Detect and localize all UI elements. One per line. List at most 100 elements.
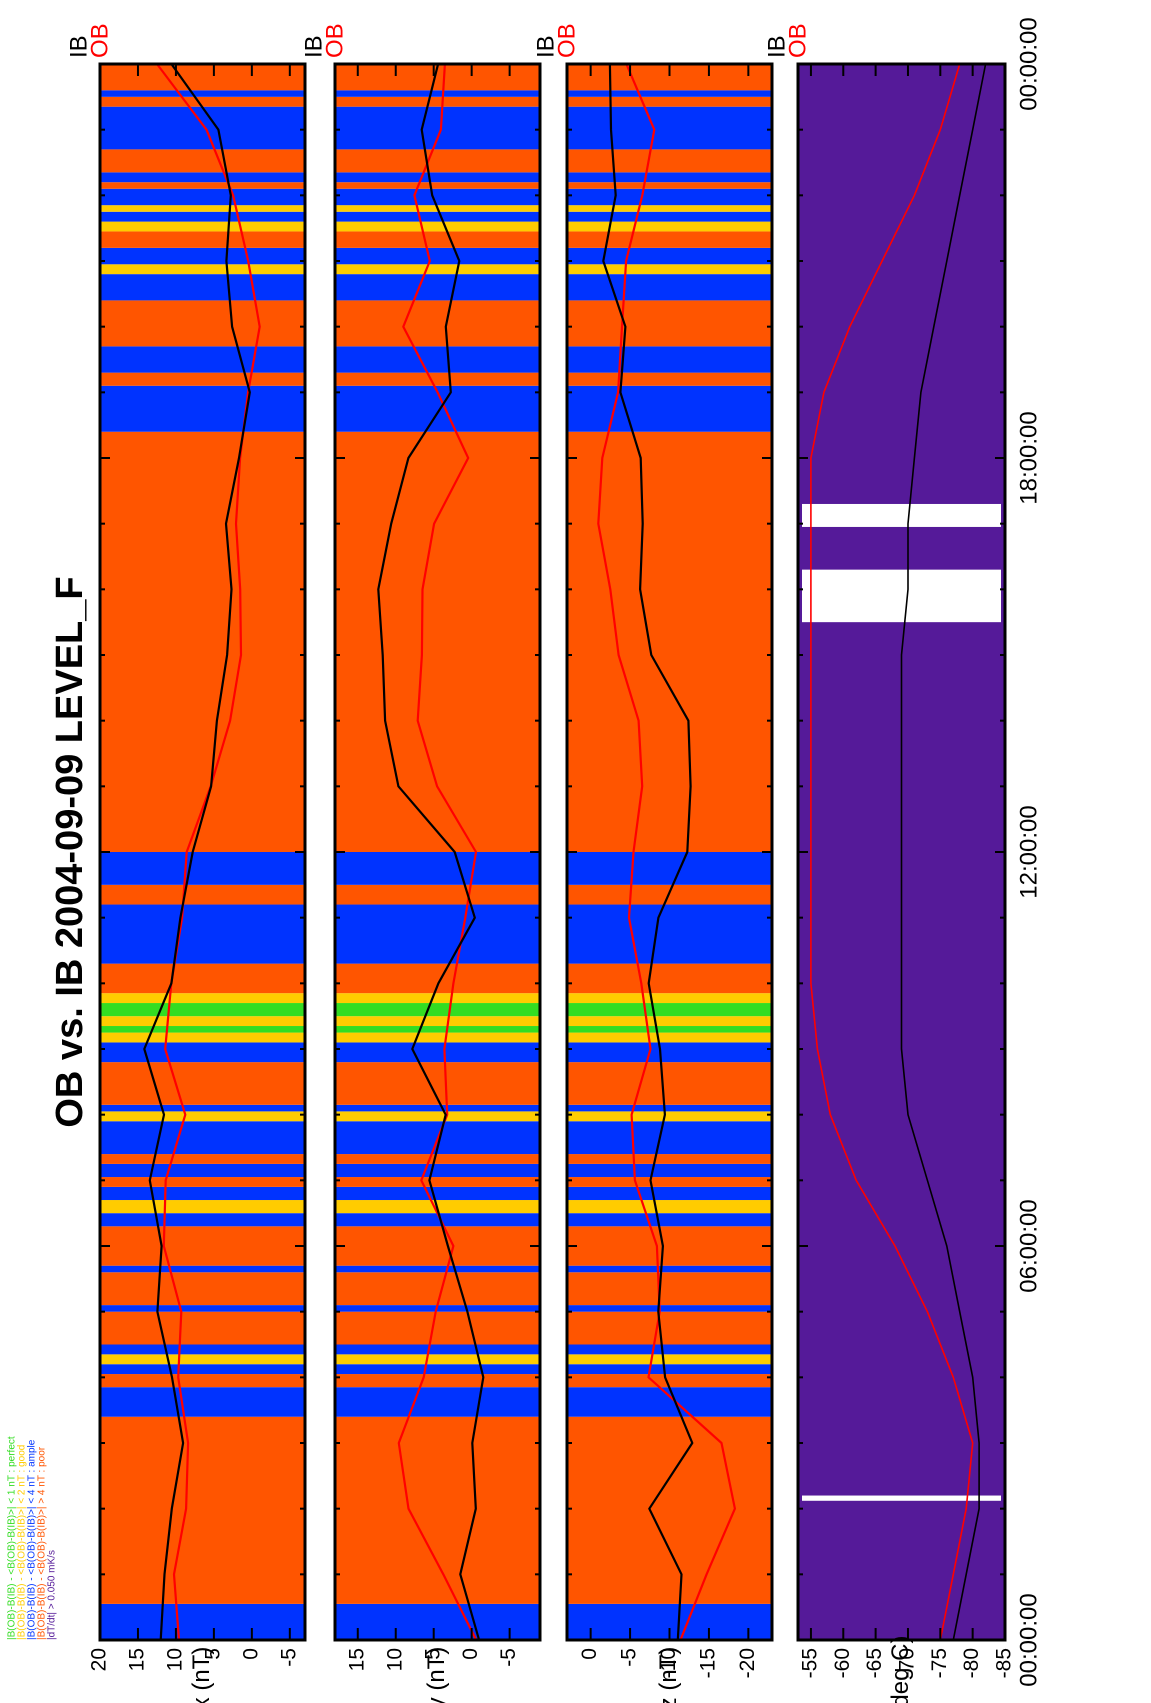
quality-band [100,1042,305,1063]
time-tick-label: 00:00:00 [1015,17,1042,110]
quality-band [100,1226,305,1266]
quality-band [567,1344,772,1355]
quality-band [100,385,305,432]
quality-band [335,172,540,183]
quality-band [335,1042,540,1063]
quality-band [335,96,540,107]
quality-band [100,884,305,905]
ob-series-line [156,63,261,1641]
value-tick-label: 10 [163,1648,186,1671]
quality-band [100,1354,305,1365]
legend-entry-dtdt: |dT/dt| > 0.050 mK/s [47,1550,58,1640]
quality-band [335,182,540,189]
quality-band [100,64,305,91]
quality-band [567,300,772,347]
value-tick-label: 0 [459,1648,482,1660]
quality-band [567,221,772,232]
quality-band [100,1364,305,1375]
value-tick-label: -85 [993,1648,1016,1678]
value-tick-label: -70 [896,1648,919,1678]
quality-band [567,1026,772,1033]
quality-band [100,852,305,885]
quality-band [100,172,305,183]
value-tick-label: 10 [383,1648,406,1671]
quality-band [100,300,305,347]
quality-band [567,149,772,173]
quality-band [567,852,772,885]
quality-band [567,1200,772,1214]
quality-band [567,182,772,189]
value-tick-label: -5 [618,1648,641,1667]
quality-band [335,1186,540,1201]
quality-band [567,1226,772,1266]
time-tick-label: 06:00:00 [1015,1199,1042,1292]
time-axis: 00:00:00 06:00:00 12:00:00 18:00:00 00:00:00 [1015,17,1042,1686]
quality-band [567,346,772,373]
quality-band [335,1111,540,1122]
legend-entry-perfect: |B(OB)-B(IB) - <B(OB)-B(IB)>| < 1 nT : p… [7,1436,18,1640]
quality-band [567,1121,772,1155]
value-tick-label: -80 [960,1648,983,1678]
quality-band [100,346,305,373]
value-tick-label: 0 [578,1648,601,1660]
quality-band [567,904,772,964]
quality-band [335,1154,540,1164]
value-tick-label: -5 [497,1648,520,1667]
quality-band [335,346,540,373]
quality-band [335,1104,540,1112]
quality-band [335,1016,540,1027]
page-title: OB vs. IB 2004-09-09 LEVEL_F [49,576,91,1127]
quality-band [567,1163,772,1178]
ib-series-line [143,63,251,1641]
quality-band [567,993,772,1004]
quality-band [335,231,540,248]
quality-band [567,90,772,97]
quality-band [100,1265,305,1273]
quality-band [100,1177,305,1187]
quality-band [100,1387,305,1417]
quality-band [567,1032,772,1043]
quality-band [100,1186,305,1201]
quality-band [567,1305,772,1312]
quality-band [100,1374,305,1388]
quality-band [335,149,540,173]
time-tick-label: 18:00:00 [1015,411,1042,504]
quality-band [100,1305,305,1312]
quality-band [567,1062,772,1105]
quality-band [100,1311,305,1345]
quality-band [567,1416,772,1604]
quality-band [100,1121,305,1155]
legend: |B(OB)-B(IB) - <B(OB)-B(IB)>| < 1 nT : p… [7,1436,58,1640]
quality-band [567,1016,772,1027]
quality-band [335,1364,540,1375]
quality-band [335,274,540,301]
quality-band [567,172,772,183]
ob-series-label: OB [553,23,580,58]
quality-band [567,274,772,301]
quality-band [567,1003,772,1017]
quality-band [335,1354,540,1365]
quality-band [335,1213,540,1227]
ob-series-label: OB [784,23,811,58]
quality-band [100,1026,305,1033]
quality-band [335,106,540,150]
axis-label: Bz (nT) [655,1647,682,1703]
quality-band [335,1163,540,1178]
quality-band [567,1387,772,1417]
quality-band [100,1603,305,1640]
quality-band [567,1311,772,1345]
quality-band [567,1213,772,1227]
value-tick-label: -60 [831,1648,854,1678]
quality-band [100,1003,305,1017]
quality-band [567,1042,772,1063]
value-tick-label: 15 [345,1648,368,1671]
quality-band [567,247,772,265]
quality-band [100,431,305,852]
value-tick-label: -55 [798,1648,821,1678]
axis-label: By (nT) [423,1647,450,1703]
quality-band [335,1265,540,1273]
quality-band [567,385,772,432]
